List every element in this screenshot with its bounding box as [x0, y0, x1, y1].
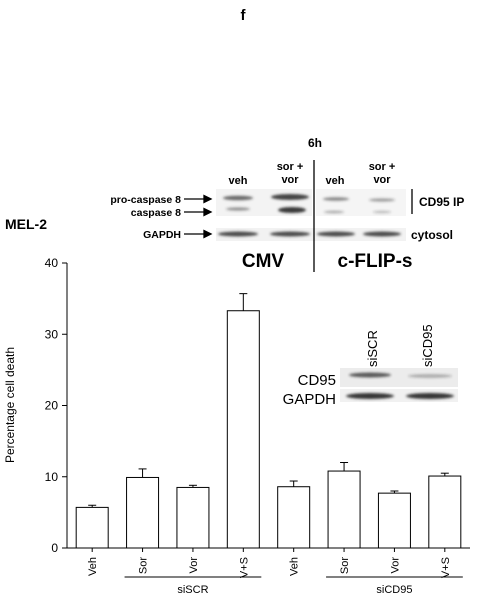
- bar-3: [226, 310, 260, 549]
- y-tick-label-4: 40: [45, 256, 59, 270]
- x-tick-label-3: V+S: [238, 557, 250, 578]
- blot-col-2-line2: vor: [281, 174, 299, 186]
- band-gapdh-4: [363, 231, 401, 237]
- y-axis: 0 10 20 30 40: [45, 256, 68, 555]
- y-axis-label: Percentage cell death: [3, 347, 17, 463]
- inset-band-gapdh-siscr: [346, 393, 394, 399]
- inset-band-cd95-siscr: [349, 372, 391, 378]
- blot-col-1: veh: [229, 175, 248, 187]
- inset-lane-siscr: siSCR: [365, 330, 380, 367]
- inset-band-cd95-sicd95: [408, 374, 452, 378]
- blot-time: 6h: [308, 136, 322, 150]
- band-gapdh-1: [218, 231, 258, 237]
- group-label-1: siCD95: [376, 584, 412, 596]
- band-gapdh-2: [270, 231, 310, 237]
- blot-arrows: [184, 194, 213, 239]
- blot-col-4: sor + vor: [369, 161, 396, 186]
- band-procasp-sv-flip: [369, 198, 395, 202]
- band-casp-veh-flip: [324, 210, 344, 214]
- blot-col-4-line2: vor: [373, 174, 391, 186]
- blot-row-procaspase: pro-caspase 8: [110, 194, 181, 206]
- inset-blot: siSCR siCD95 CD95 GAPDH: [283, 324, 458, 408]
- band-procasp-veh-flip: [323, 197, 349, 201]
- x-tick-label-4: Veh: [289, 557, 301, 576]
- blot-right-label-1: CD95 IP: [419, 195, 464, 209]
- band-casp-sv-cmv: [278, 207, 306, 213]
- inset-row-cd95: CD95: [298, 372, 336, 389]
- bar-chart: 0 10 20 30 40 Percentage cell death Veh Sor Vo…: [3, 256, 470, 596]
- band-procasp-sv-cmv: [271, 194, 309, 200]
- x-tick-label-0: Veh: [87, 557, 99, 576]
- gapdh-strip: [216, 228, 406, 241]
- inset-lane-sicd95: siCD95: [420, 324, 435, 367]
- blot-col-3: veh: [326, 175, 345, 187]
- x-tick-label-5: Sor: [339, 557, 351, 574]
- blot-right-label-2: cytosol: [411, 228, 453, 242]
- x-tick-label-7: V+S: [440, 557, 452, 578]
- band-casp-sv-flip: [373, 210, 391, 214]
- bar-5: [327, 470, 361, 549]
- bar-2: [176, 486, 210, 549]
- x-tick-label-1: Sor: [138, 557, 150, 574]
- bar-6: [377, 492, 411, 549]
- cell-line-label: MEL-2: [5, 216, 47, 232]
- y-tick-label-2: 20: [45, 399, 59, 413]
- top-blot: 6h veh sor + vor veh sor + vor pro-caspase…: [5, 136, 464, 272]
- inset-band-gapdh-sicd95: [406, 393, 454, 399]
- bar-4: [277, 486, 311, 549]
- blot-col-2: sor + vor: [277, 161, 304, 186]
- group-label-0: siSCR: [177, 584, 208, 596]
- inset-row-gapdh: GAPDH: [283, 391, 336, 408]
- blot-group-cmv: CMV: [242, 251, 285, 272]
- blot-row-gapdh: GAPDH: [143, 229, 181, 241]
- band-casp-veh-cmv: [226, 207, 250, 211]
- blot-bands: [218, 194, 401, 237]
- y-tick-label-3: 30: [45, 327, 59, 341]
- x-tick-label-2: Vor: [188, 557, 200, 574]
- blot-group-cflip: c-FLIP-s: [338, 251, 413, 272]
- y-tick-label-0: 0: [51, 541, 58, 555]
- band-procasp-veh-cmv: [223, 195, 253, 201]
- blot-row-caspase: caspase 8: [131, 207, 181, 219]
- band-gapdh-3: [317, 231, 355, 237]
- blot-col-2-line1: sor +: [277, 161, 304, 173]
- bar-1: [126, 476, 160, 549]
- blot-col-4-line1: sor +: [369, 161, 396, 173]
- x-tick-label-6: Vor: [389, 557, 401, 574]
- inset-bands: [346, 372, 454, 399]
- bar-0: [75, 506, 109, 549]
- panel-letter: f: [241, 7, 247, 24]
- y-tick-label-1: 10: [45, 470, 59, 484]
- bar-7: [428, 475, 462, 549]
